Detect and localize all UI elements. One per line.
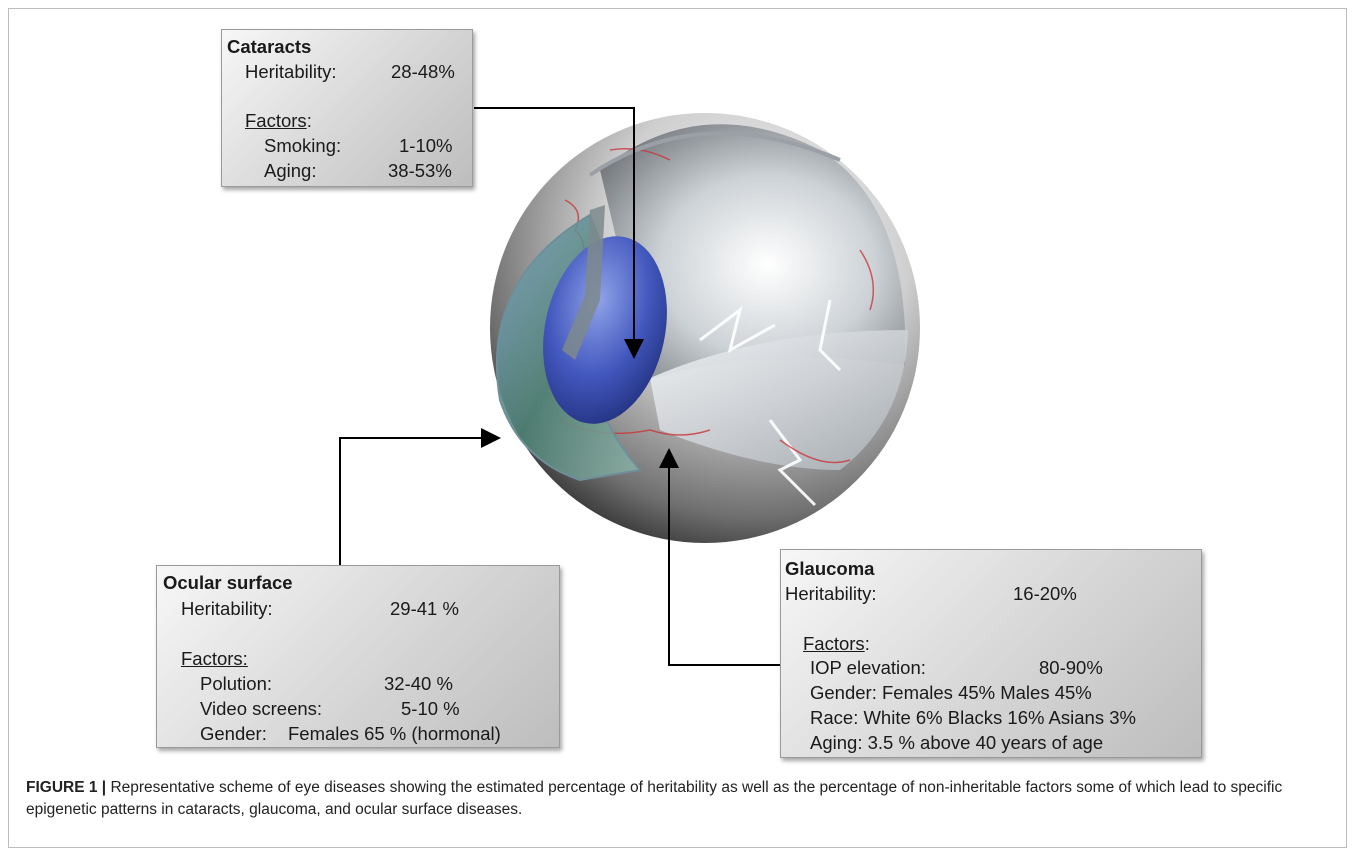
ocular-surface-box: Ocular surface Heritability: 29-41 % Fac… — [156, 565, 560, 748]
ocular-surface-factor-value: Females 65 % (hormonal) — [288, 723, 501, 744]
cataracts-title: Cataracts — [227, 36, 312, 57]
cataracts-factor-value: 1-10% — [399, 135, 453, 156]
cataracts-factors-colon: : — [306, 110, 312, 131]
ocular-surface-factor-value: 5-10 % — [401, 698, 460, 719]
ocular-surface-factor-label: Gender: — [200, 723, 267, 744]
ocular-surface-factor-value: 32-40 % — [384, 673, 453, 694]
eyeball-cutaway — [600, 124, 905, 381]
ocular-surface-heritability-label: Heritability: — [181, 598, 273, 619]
glaucoma-title: Glaucoma — [785, 558, 875, 579]
ocular-surface-heritability-value: 29-41 % — [390, 598, 459, 619]
sphere-rim — [588, 131, 841, 177]
ciliary-body — [562, 205, 605, 360]
cataracts-heritability-label: Heritability: — [245, 61, 337, 82]
cataracts-factor-value: 38-53% — [388, 160, 452, 181]
glaucoma-factors-colon: : — [864, 633, 870, 654]
glaucoma-heritability-value: 16-20% — [1013, 583, 1077, 604]
glaucoma-arrow — [659, 448, 780, 666]
cataracts-factors-heading: Factors: — [245, 110, 312, 132]
cataracts-box: Cataracts Heritability: 28-48% Factors: … — [221, 29, 473, 187]
glaucoma-box: Glaucoma Heritability: 16-20% Factors: I… — [780, 549, 1202, 758]
ocular-surface-factors-label: Factors: — [181, 648, 248, 669]
cataracts-factor-label: Aging: — [264, 160, 317, 181]
cataracts-factor-label: Smoking: — [264, 135, 342, 156]
retina-veins — [699, 299, 842, 507]
glaucoma-factors-label: Factors — [803, 633, 865, 654]
glaucoma-factor-label: Race: White 6% Blacks 16% Asians 3% — [810, 707, 1136, 728]
ocular-surface-factor-label: Polution: — [200, 673, 272, 694]
ocular-surface-arrow — [339, 428, 501, 565]
cataracts-arrow — [474, 107, 644, 359]
glaucoma-heritability-label: Heritability: — [785, 583, 877, 604]
glaucoma-factor-label: Gender: Females 45% Males 45% — [810, 682, 1092, 703]
ocular-surface-title: Ocular surface — [163, 572, 293, 593]
glaucoma-factor-label: IOP elevation: — [810, 657, 926, 678]
glaucoma-factor-label: Aging: 3.5 % above 40 years of age — [810, 732, 1104, 753]
glaucoma-factor-value: 80-90% — [1039, 657, 1103, 678]
ocular-surface-factor-label: Video screens: — [200, 698, 323, 719]
cataracts-factors-label: Factors — [245, 110, 307, 131]
glaucoma-factors-heading: Factors: — [803, 633, 870, 655]
figure-frame — [8, 8, 1347, 848]
figure-caption-label: FIGURE 1 | — [26, 779, 107, 796]
cataracts-heritability-value: 28-48% — [391, 61, 455, 82]
lens — [543, 236, 667, 424]
figure-caption: FIGURE 1 | Representative scheme of eye … — [26, 777, 1331, 821]
figure-caption-text: Representative scheme of eye diseases sh… — [26, 779, 1283, 818]
eyeball-shelf — [650, 330, 908, 470]
